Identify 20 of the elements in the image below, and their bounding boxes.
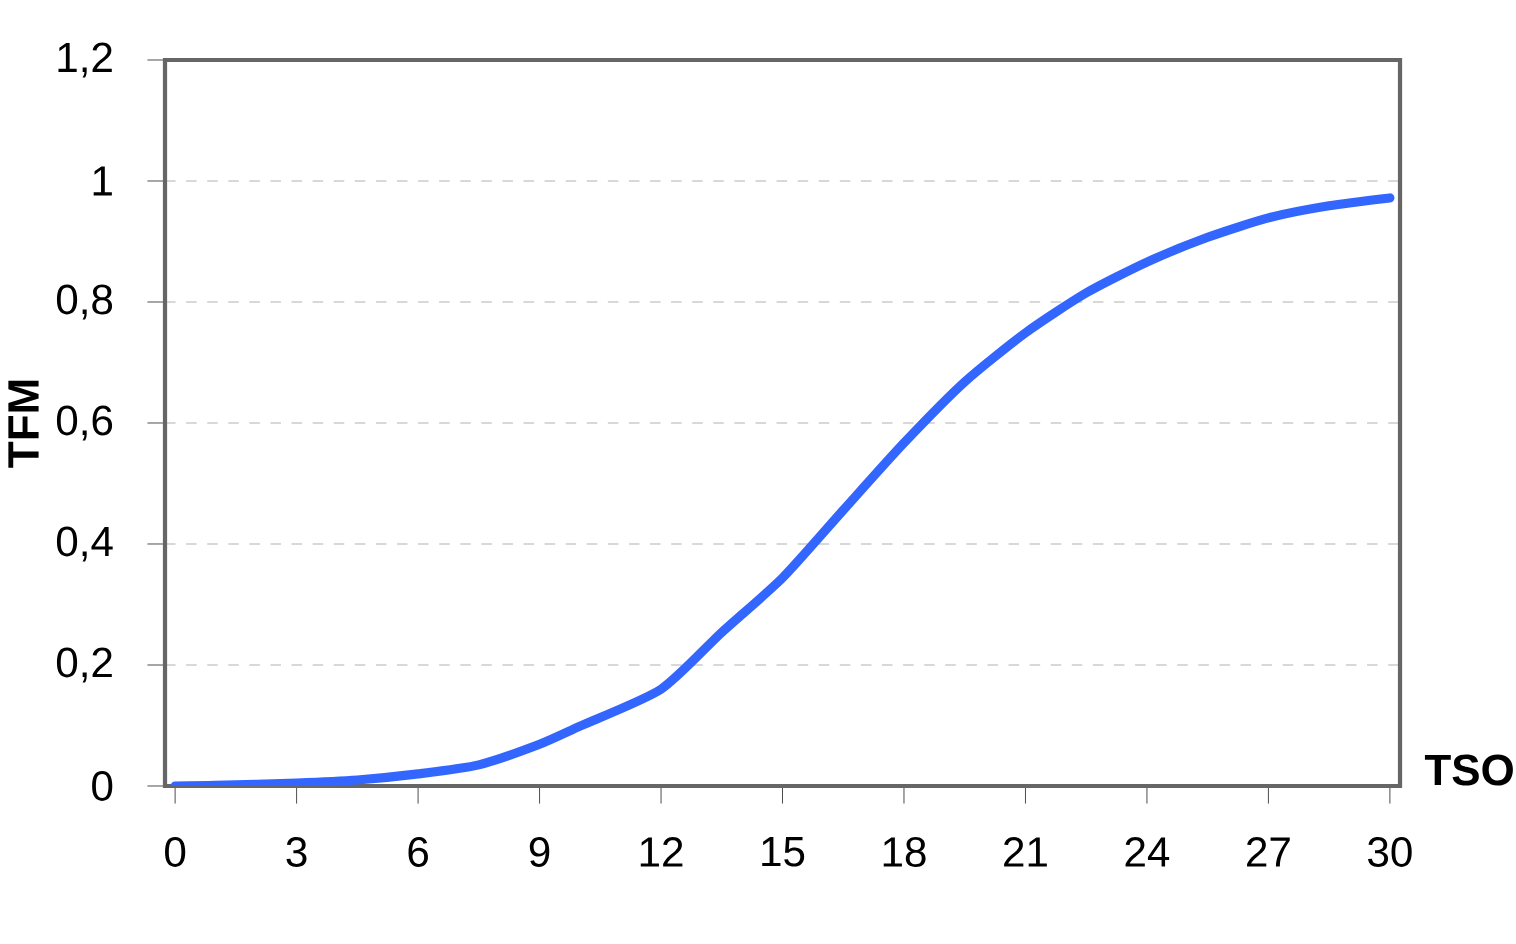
- x-tick-label: 9: [529, 837, 550, 867]
- x-tick-label: 3: [286, 837, 307, 867]
- x-tick-label: 30: [1368, 837, 1412, 867]
- x-tick-label: 18: [883, 837, 926, 867]
- y-tick-label: 0,2: [56, 647, 112, 683]
- x-tick-label: 0: [165, 837, 186, 867]
- y-tick-label: 1,2: [58, 42, 112, 78]
- x-axis-title: TSO: [1424, 754, 1513, 786]
- x-tick-label: 12: [640, 837, 683, 867]
- x-tick-label: 24: [1125, 837, 1170, 867]
- x-tick-label: 21: [1004, 837, 1047, 867]
- x-tick-label: 15: [762, 837, 805, 867]
- x-tick-label: 27: [1247, 837, 1290, 867]
- y-tick-label: 0: [92, 771, 113, 801]
- x-tick-label: 6: [408, 837, 428, 867]
- y-tick-label: 0,6: [56, 405, 113, 441]
- y-axis-title: TFM: [8, 380, 39, 468]
- y-tick-label: 0,4: [56, 526, 113, 562]
- y-tick-label: 0,8: [56, 284, 113, 320]
- y-tick-label: 1: [93, 166, 112, 196]
